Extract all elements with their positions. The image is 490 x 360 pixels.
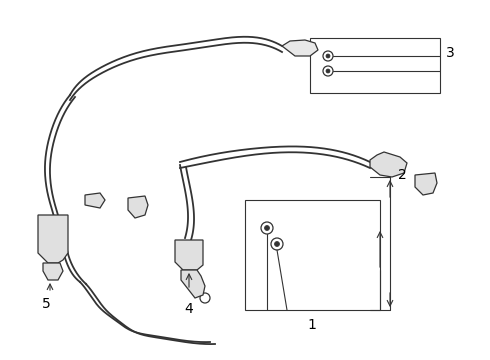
Polygon shape (370, 152, 407, 177)
Polygon shape (128, 196, 148, 218)
Text: 1: 1 (308, 318, 317, 332)
Circle shape (301, 46, 304, 50)
Polygon shape (38, 215, 68, 263)
Polygon shape (85, 193, 105, 208)
Circle shape (323, 51, 333, 61)
Polygon shape (282, 40, 318, 56)
Circle shape (383, 161, 391, 169)
Bar (310, 38, 440, 93)
Circle shape (261, 222, 273, 234)
Text: 4: 4 (185, 302, 194, 316)
Polygon shape (181, 270, 205, 298)
Polygon shape (415, 173, 437, 195)
Circle shape (326, 69, 330, 73)
Text: 5: 5 (42, 297, 50, 311)
Circle shape (200, 293, 210, 303)
Circle shape (271, 238, 283, 250)
Circle shape (299, 44, 307, 52)
Bar (245, 200, 380, 310)
Text: 2: 2 (398, 168, 407, 182)
Polygon shape (43, 263, 63, 280)
Circle shape (323, 66, 333, 76)
Polygon shape (175, 240, 203, 270)
Circle shape (274, 242, 279, 247)
Circle shape (326, 54, 330, 58)
Circle shape (265, 225, 270, 230)
Text: 3: 3 (446, 46, 455, 60)
Circle shape (386, 163, 389, 166)
